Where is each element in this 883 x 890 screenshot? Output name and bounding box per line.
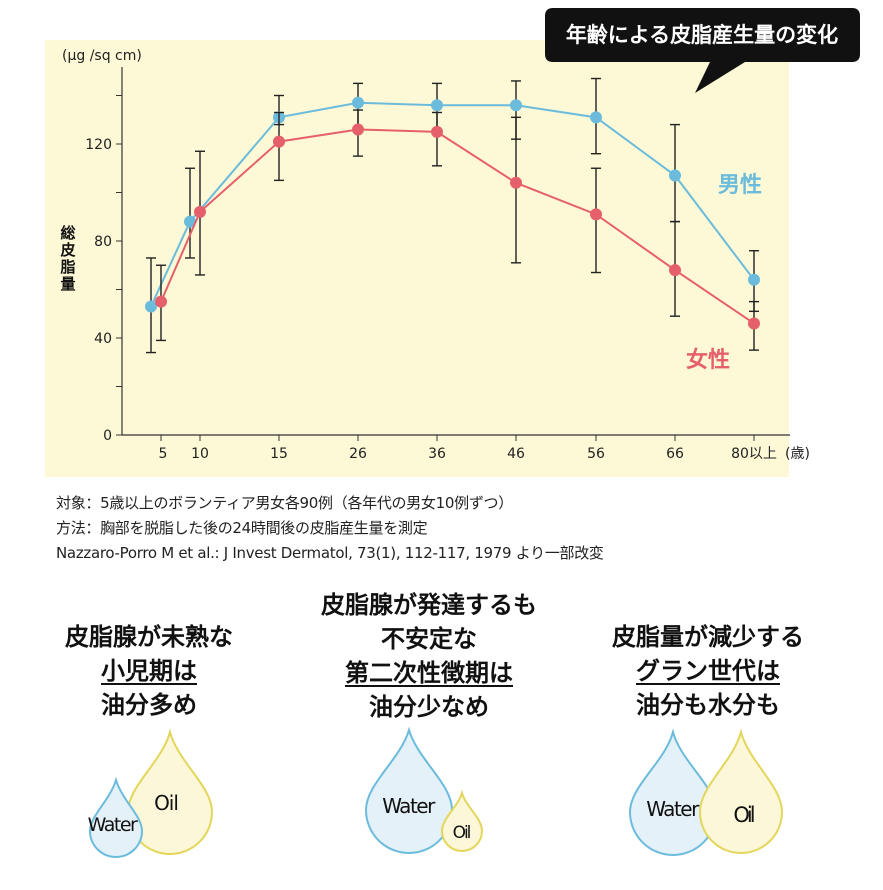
x-tick-label: 66 (666, 446, 684, 462)
data-point (431, 99, 443, 112)
panel-senior-line-1: 皮脂量が減少する (612, 623, 804, 651)
x-tick-label: 80以上 (731, 446, 777, 462)
panel-puberty: 皮脂腺が発達するも 不安定な 第二次性徴期は 油分少なめ (284, 588, 574, 724)
data-point (155, 295, 167, 308)
data-point (510, 176, 522, 189)
panel-senior-line-2: グラン世代は (636, 657, 780, 685)
series-label: 男性 (718, 173, 762, 198)
x-tick-label: 15 (270, 446, 288, 462)
note-method: 方法：胸部を脱脂した後の24時間後の皮脂産生量を測定 (56, 519, 428, 537)
data-point (590, 111, 602, 124)
note-subject: 対象：5歳以上のボランティア男女各90例（各年代の男女10例ずつ） (56, 494, 513, 512)
oil-drop-senior (698, 728, 784, 854)
water-label-puberty: Water (382, 794, 436, 818)
data-point (510, 99, 522, 112)
oil-label-puberty: Oil (453, 823, 471, 843)
x-tick-label: 36 (428, 446, 446, 462)
y-axis-label-char: 皮 (60, 241, 75, 259)
water-label-childhood: Water (88, 814, 138, 836)
data-point (194, 205, 206, 218)
data-point (431, 125, 443, 138)
y-tick-label: 0 (103, 428, 112, 444)
sebum-chart: 0 40 80 120 5 10 15 26 36 46 56 66 80以上 (歳) (μg /sq cm… (45, 8, 860, 477)
data-point (590, 208, 602, 221)
x-tick-label: 5 (159, 446, 168, 462)
water-drop-senior (628, 728, 718, 856)
water-drop-puberty (364, 726, 454, 854)
panel-childhood: 皮脂腺が未熟な 小児期は 油分多め (4, 620, 294, 722)
note-source: Nazzaro-Porro M et al.: J Invest Dermato… (56, 544, 604, 562)
panel-puberty-line-3: 第二次性徴期は (345, 659, 513, 687)
data-point (273, 135, 285, 148)
panel-senior: 皮脂量が減少する グラン世代は 油分も水分も (563, 620, 853, 722)
y-tick-label: 80 (94, 234, 112, 250)
y-tick-label: 120 (85, 137, 112, 153)
panel-childhood-line-3: 油分多め (101, 691, 197, 719)
data-point (748, 317, 760, 330)
series-male (145, 77, 760, 354)
data-point (184, 215, 196, 228)
y-axis-label-char: 量 (60, 275, 75, 293)
x-tick-label: 26 (349, 446, 367, 462)
y-axis-label-char: 脂 (60, 258, 75, 276)
panel-puberty-line-1: 皮脂腺が発達するも (321, 591, 537, 619)
panel-puberty-line-4: 油分少なめ (369, 693, 489, 721)
study-notes: 対象：5歳以上のボランティア男女各90例（各年代の男女10例ずつ） 方法：胸部を… (56, 491, 856, 566)
series-female (155, 109, 760, 351)
y-unit-label: (μg /sq cm) (62, 48, 142, 64)
data-point (748, 273, 760, 286)
oil-drop-puberty (440, 789, 484, 852)
plot-background (45, 40, 789, 477)
data-point (669, 264, 681, 277)
x-unit-label: (歳) (785, 446, 810, 462)
x-tick-label: 46 (507, 446, 525, 462)
series-label: 女性 (686, 347, 730, 373)
callout-bubble (545, 8, 860, 93)
droplet-illustrations: Oil Water Water Oil Water Oil (88, 726, 784, 858)
data-point (352, 123, 364, 136)
panel-senior-line-3: 油分も水分も (636, 691, 780, 719)
y-axis-label-char: 総 (60, 224, 75, 242)
y-tick-label: 40 (94, 331, 112, 347)
x-tick-label: 10 (191, 446, 209, 462)
water-label-senior: Water (646, 797, 700, 821)
panel-puberty-line-2: 不安定な (381, 625, 477, 653)
water-drop-childhood (88, 776, 144, 858)
oil-label-childhood: Oil (154, 791, 178, 815)
chart-title: 年齢による皮脂産生量の変化 (566, 23, 838, 47)
oil-drop-childhood (126, 728, 214, 855)
x-tick-label: 56 (587, 446, 605, 462)
panel-childhood-line-2: 小児期は (101, 657, 197, 685)
data-point (352, 96, 364, 109)
data-point (145, 300, 157, 313)
data-point (669, 169, 681, 182)
oil-label-senior: Oil (733, 803, 753, 827)
title-callout: 年齢による皮脂産生量の変化 (545, 8, 860, 93)
panel-childhood-line-1: 皮脂腺が未熟な (65, 623, 233, 651)
